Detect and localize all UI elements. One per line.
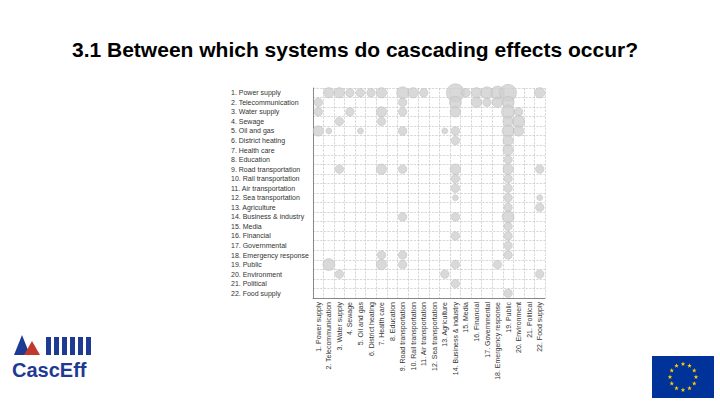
svg-text:7. Health care: 7. Health care: [231, 147, 275, 154]
svg-text:15. Media: 15. Media: [231, 223, 262, 230]
svg-text:22. Food supply: 22. Food supply: [536, 302, 544, 352]
svg-text:2. Telecommunication: 2. Telecommunication: [231, 99, 299, 106]
svg-text:22. Food supply: 22. Food supply: [231, 290, 281, 298]
svg-text:18. Emergency response: 18. Emergency response: [494, 302, 502, 380]
svg-text:3. Water supply: 3. Water supply: [231, 108, 280, 116]
svg-text:1. Power supply: 1. Power supply: [315, 302, 323, 352]
svg-text:13. Agriculture: 13. Agriculture: [231, 204, 276, 212]
svg-text:19. Public: 19. Public: [231, 261, 262, 268]
svg-text:11. Air transportation: 11. Air transportation: [231, 185, 295, 193]
svg-text:17. Governmental: 17. Governmental: [231, 242, 287, 249]
svg-text:5. Oil and gas: 5. Oil and gas: [357, 302, 365, 346]
svg-text:19. Public: 19. Public: [505, 302, 512, 333]
svg-text:6. District heating: 6. District heating: [368, 302, 376, 356]
svg-text:4. Sewage: 4. Sewage: [231, 118, 264, 126]
svg-text:16. Financial: 16. Financial: [231, 232, 271, 239]
svg-text:20. Environment: 20. Environment: [515, 302, 522, 353]
svg-text:9. Road transportation: 9. Road transportation: [399, 302, 407, 371]
svg-text:8. Education: 8. Education: [389, 302, 396, 341]
svg-text:4. Sewage: 4. Sewage: [346, 302, 354, 335]
svg-text:10. Rail transportation: 10. Rail transportation: [410, 302, 418, 371]
svg-text:8. Education: 8. Education: [231, 156, 270, 163]
svg-text:11. Air transportation: 11. Air transportation: [420, 302, 428, 366]
svg-text:17. Governmental: 17. Governmental: [484, 302, 491, 358]
svg-text:CascEff: CascEff: [12, 359, 87, 381]
html-text:3.1 Between which systems do c: 3.1 Between which systems do cascading e…: [72, 38, 638, 61]
svg-text:21. Political: 21. Political: [526, 302, 533, 338]
svg-text:10. Rail transportation: 10. Rail transportation: [231, 175, 300, 183]
svg-text:12. Sea transportation: 12. Sea transportation: [231, 194, 300, 202]
svg-text:20. Environment: 20. Environment: [231, 271, 282, 278]
svg-text:5. Oil and gas: 5. Oil and gas: [231, 127, 275, 135]
svg-text:15. Media: 15. Media: [462, 302, 469, 333]
svg-text:2. Telecommunication: 2. Telecommunication: [325, 302, 332, 370]
svg-text:14. Business & industry: 14. Business & industry: [452, 302, 460, 376]
svg-text:9. Road transportation: 9. Road transportation: [231, 166, 300, 174]
svg-text:6. District heating: 6. District heating: [231, 137, 285, 145]
svg-text:7. Health care: 7. Health care: [378, 302, 385, 346]
svg-text:12. Sea transportation: 12. Sea transportation: [431, 302, 439, 371]
svg-text:21. Political: 21. Political: [231, 280, 267, 287]
svg-text:18. Emergency response: 18. Emergency response: [231, 252, 309, 260]
svg-text:13. Agriculture: 13. Agriculture: [441, 302, 449, 347]
svg-text:1. Power supply: 1. Power supply: [231, 89, 281, 97]
svg-text:16. Financial: 16. Financial: [473, 302, 480, 342]
svg-text:14. Business & industry: 14. Business & industry: [231, 213, 305, 221]
svg-text:3. Water supply: 3. Water supply: [336, 302, 344, 351]
